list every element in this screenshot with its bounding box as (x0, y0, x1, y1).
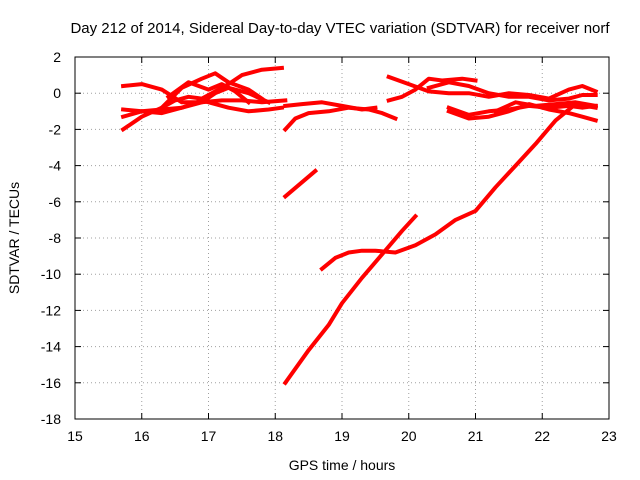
series-track-11 (319, 102, 599, 272)
y-tick-label: -18 (41, 411, 61, 427)
x-tick-label: 21 (468, 428, 484, 444)
chart-title: Day 212 of 2014, Sidereal Day-to-day VTE… (70, 20, 610, 37)
x-tick-label: 20 (401, 428, 417, 444)
series-track-14 (426, 80, 598, 103)
x-tick-label: 18 (267, 428, 283, 444)
ticks: 15 16 17 18 19 20 21 22 2320-2-4-6-8-10-12-14-16… (41, 49, 617, 444)
y-tick-label: 0 (53, 85, 61, 101)
y-tick-label: -6 (49, 194, 62, 210)
y-tick-label: -12 (41, 302, 61, 318)
series-layer (120, 65, 599, 386)
y-tick-label: -10 (41, 266, 61, 282)
y-tick-label: -8 (49, 230, 62, 246)
x-tick-label: 15 (67, 428, 83, 444)
x-tick-label: 17 (201, 428, 217, 444)
x-tick-label: 22 (534, 428, 550, 444)
y-tick-label: 2 (53, 49, 61, 65)
y-tick-label: -16 (41, 375, 61, 391)
series-track-10 (282, 213, 419, 386)
x-tick-label: 16 (134, 428, 150, 444)
series-track-9 (282, 168, 319, 200)
series-track-8 (282, 105, 399, 133)
y-tick-label: -14 (41, 339, 61, 355)
series-track-12 (386, 76, 478, 103)
series-track-17 (492, 100, 599, 114)
y-tick-label: -2 (49, 121, 62, 137)
x-tick-label: 19 (334, 428, 350, 444)
y-axis-label: SDTVAR / TECUs (6, 182, 22, 294)
x-tick-label: 23 (601, 428, 617, 444)
series-track-4 (120, 85, 272, 114)
x-axis-label: GPS time / hours (289, 457, 396, 473)
y-tick-label: -4 (49, 158, 62, 174)
series-track-6 (165, 80, 252, 106)
